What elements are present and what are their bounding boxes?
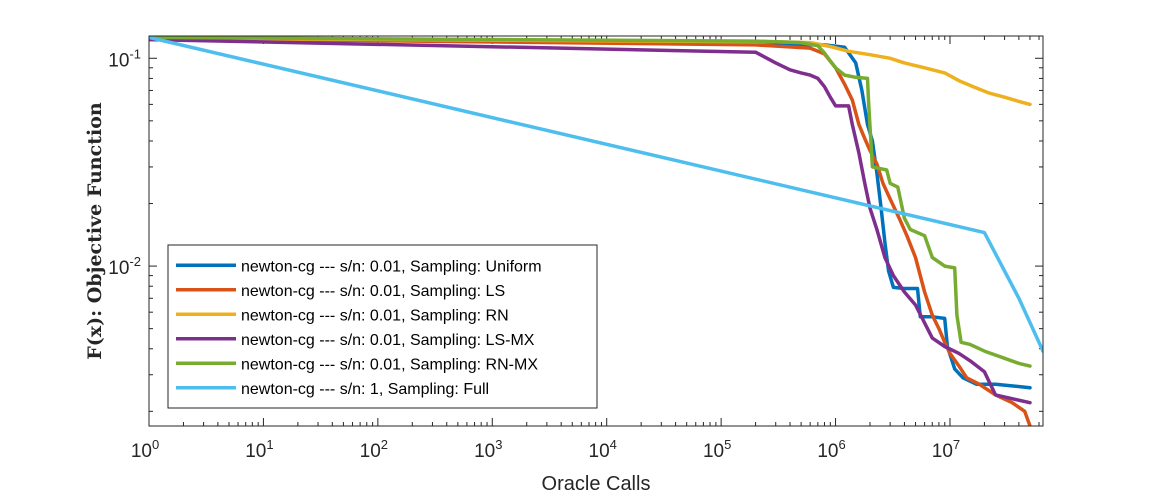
plot-frame <box>148 35 1044 427</box>
legend-entry: newton-cg --- s/n: 0.01, Sampling: Unifo… <box>241 258 542 275</box>
series-line <box>149 36 1032 368</box>
legend-box <box>167 244 598 409</box>
y-axis-label: F(x): Objective Function <box>84 102 106 360</box>
x-tick-label: 102 <box>360 437 388 462</box>
legend: newton-cg --- s/n: 0.01, Sampling: Unifo… <box>167 244 598 409</box>
series-layer <box>149 36 1043 426</box>
series-line <box>149 36 1032 107</box>
y-tick-labels: 10-1 10-2 <box>108 46 141 279</box>
legend-entry: newton-cg --- s/n: 0.01, Sampling: RN <box>241 307 509 324</box>
series-line <box>149 36 1032 390</box>
x-tick-label: 100 <box>131 437 159 462</box>
series-line <box>149 36 1043 353</box>
legend-entry: newton-cg --- s/n: 1, Sampling: Full <box>241 381 489 398</box>
y-tick-label: 10-2 <box>108 254 141 279</box>
x-tick-label: 105 <box>703 437 731 462</box>
x-axis-label: Oracle Calls <box>542 473 651 495</box>
y-tick-label: 10-1 <box>108 46 141 71</box>
x-tick-label: 101 <box>245 437 273 462</box>
legend-entry: newton-cg --- s/n: 0.01, Sampling: RN-MX <box>241 356 538 373</box>
x-tick-label: 103 <box>474 437 502 462</box>
x-tick-label: 106 <box>817 437 845 462</box>
x-tick-label: 107 <box>932 437 960 462</box>
x-tick-label: 104 <box>589 437 617 462</box>
x-tick-labels: 100 101 102 103 104 105 106 107 <box>131 437 960 462</box>
series-line <box>149 36 1032 426</box>
series-line <box>149 37 1032 405</box>
legend-entry: newton-cg --- s/n: 0.01, Sampling: LS-MX <box>241 332 535 349</box>
legend-entry: newton-cg --- s/n: 0.01, Sampling: LS <box>241 283 505 300</box>
